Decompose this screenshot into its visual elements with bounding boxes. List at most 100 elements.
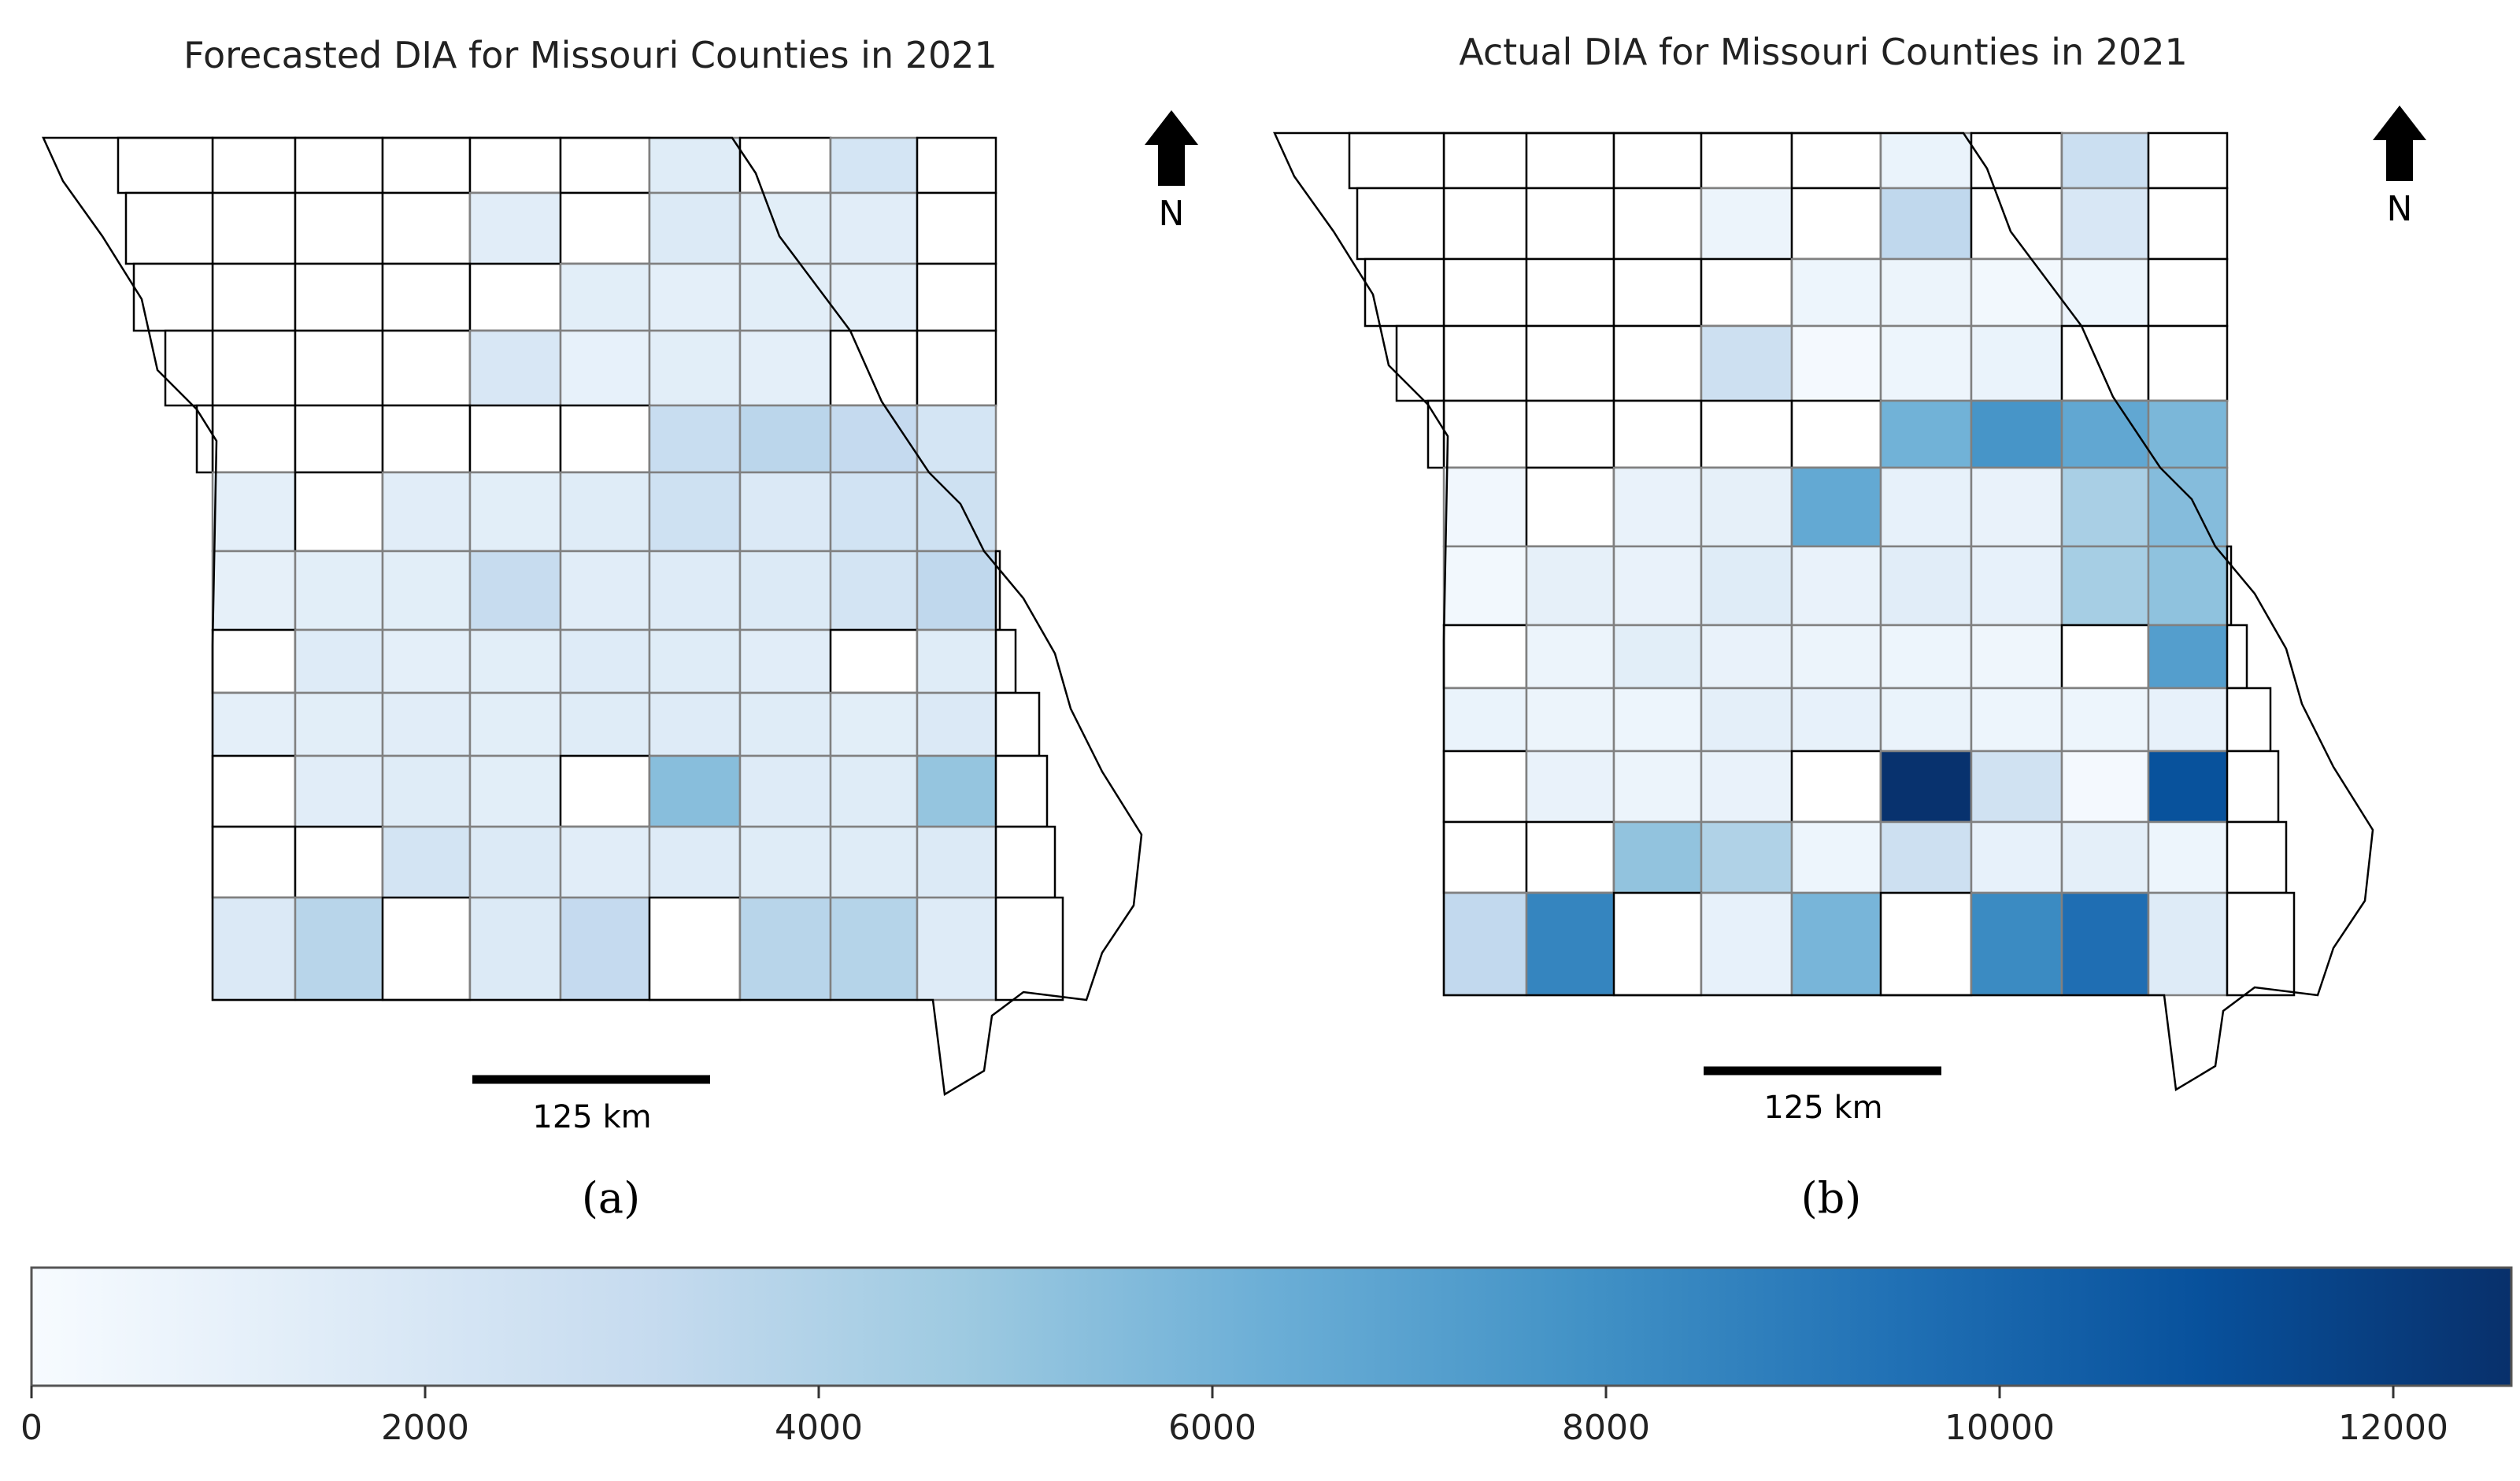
county-polygon <box>829 628 919 694</box>
county-polygon <box>994 896 1064 1002</box>
scale-label-a: 125 km <box>532 1099 651 1135</box>
county-polygon <box>1442 891 1528 997</box>
panel-b-map <box>1273 131 2374 1092</box>
county-polygon <box>1790 750 1882 824</box>
county-polygon <box>294 262 384 332</box>
county-polygon <box>1970 257 2063 328</box>
county-polygon <box>211 136 297 194</box>
colorbar-tick-label: 2000 <box>381 1408 469 1448</box>
county-polygon <box>1442 131 1528 190</box>
county-polygon <box>2147 820 2229 894</box>
county-polygon <box>994 550 1001 631</box>
county-polygon <box>1970 399 2063 469</box>
county-polygon <box>2060 466 2150 548</box>
county-polygon <box>381 754 472 828</box>
county-polygon <box>1525 187 1615 261</box>
county-polygon <box>738 691 832 757</box>
colorbar: 0 2000 4000 6000 8000 10000 12000 <box>20 1266 2513 1448</box>
county-polygon <box>381 628 472 694</box>
county-polygon <box>1970 687 2063 753</box>
panel-b: Actual DIA for Missouri Counties in 2021… <box>1273 31 2426 1223</box>
county-polygon <box>1879 324 1973 402</box>
county-polygon <box>2147 687 2229 753</box>
county-polygon <box>1700 545 1793 627</box>
north-arrow-icon <box>2373 106 2426 181</box>
county-polygon <box>1442 257 1528 328</box>
county-polygon <box>468 329 562 407</box>
county-polygon <box>294 136 384 194</box>
county-polygon <box>648 691 742 757</box>
county-polygon <box>2147 399 2229 469</box>
county-polygon <box>2226 750 2280 824</box>
county-polygon <box>916 825 997 899</box>
county-polygon <box>1790 257 1882 328</box>
county-polygon <box>829 191 919 265</box>
county-polygon <box>381 896 472 1002</box>
county-polygon <box>648 550 742 631</box>
county-polygon <box>211 262 297 332</box>
county-polygon <box>294 628 384 694</box>
colorbar-gradient <box>30 1266 2513 1387</box>
colorbar-tick-label: 10000 <box>1945 1408 2055 1448</box>
county-polygon <box>381 329 472 407</box>
scale-bar-b: 125 km <box>1704 1066 1941 1126</box>
county-polygon <box>1790 324 1882 402</box>
county-polygon <box>1525 399 1615 469</box>
county-polygon <box>124 191 214 265</box>
county-polygon <box>829 471 919 553</box>
county-polygon <box>738 262 832 332</box>
county-polygon <box>1612 624 1703 690</box>
county-polygon <box>829 754 919 828</box>
county-polygon <box>468 136 562 194</box>
county-polygon <box>738 754 832 828</box>
county-polygon <box>648 262 742 332</box>
county-polygon <box>211 754 297 828</box>
county-polygon <box>916 404 997 474</box>
county-polygon <box>916 896 997 1002</box>
county-polygon <box>381 404 472 474</box>
county-polygon <box>648 754 742 828</box>
county-polygon <box>648 628 742 694</box>
county-polygon <box>559 191 651 265</box>
county-polygon <box>1612 750 1703 824</box>
county-polygon <box>994 754 1049 828</box>
county-polygon <box>211 825 297 899</box>
county-polygon <box>1442 545 1528 627</box>
county-polygon <box>1970 820 2063 894</box>
county-polygon <box>829 404 919 474</box>
county-polygon <box>1612 131 1703 190</box>
county-polygon <box>1442 324 1528 402</box>
county-polygon <box>559 550 651 631</box>
county-polygon <box>1790 891 1882 997</box>
north-label-b: N <box>2387 189 2413 229</box>
county-polygon <box>1879 399 1973 469</box>
county-polygon <box>2226 687 2272 753</box>
county-polygon <box>559 471 651 553</box>
county-polygon <box>829 262 919 332</box>
county-polygon <box>916 550 997 631</box>
county-polygon <box>1700 687 1793 753</box>
county-polygon <box>1525 750 1615 824</box>
county-polygon <box>1700 624 1793 690</box>
county-polygon <box>559 825 651 899</box>
county-polygon <box>916 471 997 553</box>
county-polygon <box>294 754 384 828</box>
panel-a-map <box>42 136 1143 1097</box>
county-polygon <box>648 191 742 265</box>
county-polygon <box>117 136 214 194</box>
county-polygon <box>1879 187 1973 261</box>
county-polygon <box>2147 466 2229 548</box>
county-polygon <box>468 825 562 899</box>
county-polygon <box>1442 187 1528 261</box>
county-polygon <box>294 404 384 474</box>
county-polygon <box>1879 624 1973 690</box>
county-polygon <box>1970 545 2063 627</box>
county-polygon <box>738 825 832 899</box>
county-polygon <box>211 404 297 474</box>
county-polygon <box>1790 466 1882 548</box>
county-polygon <box>648 136 742 194</box>
county-polygon <box>559 754 651 828</box>
county-polygon <box>559 628 651 694</box>
county-polygon <box>2147 324 2229 402</box>
county-polygon <box>916 691 997 757</box>
